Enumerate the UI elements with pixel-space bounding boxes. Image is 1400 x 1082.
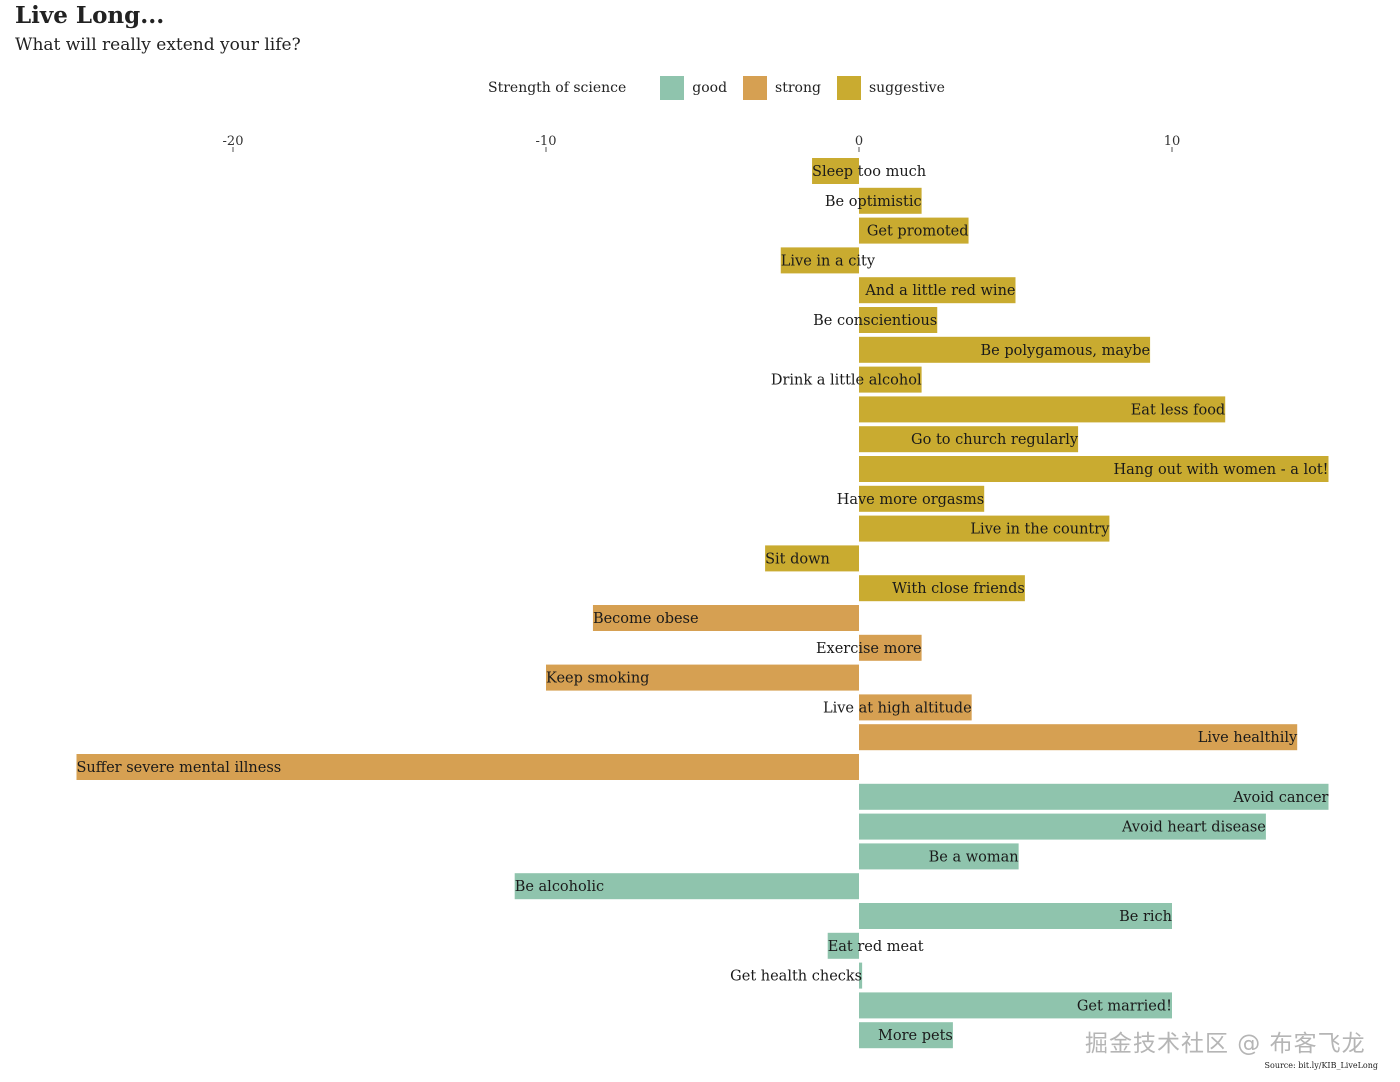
bar bbox=[780, 247, 859, 274]
legend-item-suggestive: suggestive bbox=[836, 76, 945, 100]
bar-label: Avoid cancer bbox=[1232, 790, 1328, 806]
bar-label: Live at high altitude bbox=[823, 700, 972, 716]
x-tick-label: 0 bbox=[855, 134, 863, 149]
legend-item-strong: strong bbox=[743, 76, 821, 100]
bar-label: Hang out with women - a lot! bbox=[1113, 462, 1328, 478]
bar bbox=[859, 724, 1298, 751]
bar bbox=[859, 426, 1079, 453]
bar-label: Become obese bbox=[593, 611, 699, 627]
bar-label: Exercise more bbox=[816, 641, 922, 657]
x-tick-label: 10 bbox=[1164, 134, 1181, 149]
x-tick-label: -10 bbox=[536, 134, 557, 149]
bar-label: Live in a city bbox=[781, 253, 876, 269]
bar bbox=[859, 962, 863, 989]
bar-label: Suffer severe mental illness bbox=[77, 760, 282, 776]
bar bbox=[859, 634, 922, 661]
bar-label: Be a woman bbox=[929, 849, 1019, 865]
bar bbox=[859, 307, 938, 333]
bar-label: And a little red wine bbox=[864, 283, 1015, 299]
bar-label: Get promoted bbox=[867, 224, 969, 240]
bar bbox=[859, 843, 1019, 870]
bar bbox=[859, 694, 972, 721]
bar-label: Get health checks bbox=[730, 969, 862, 985]
bar-label: Be optimistic bbox=[825, 194, 922, 210]
legend-item-good: good bbox=[660, 76, 727, 100]
bar bbox=[859, 783, 1329, 810]
chart-title: Live Long... bbox=[15, 2, 165, 29]
watermark-text: 掘金技术社区 @ 布客飞龙 bbox=[1085, 1031, 1366, 1057]
legend-label-suggestive: suggestive bbox=[868, 80, 945, 96]
bar-label: Sleep too much bbox=[812, 164, 926, 180]
bar bbox=[827, 932, 859, 959]
bar-label: Eat red meat bbox=[828, 939, 924, 955]
bar-label: Eat less food bbox=[1131, 402, 1225, 418]
legend-label-good: good bbox=[692, 80, 728, 96]
bar bbox=[859, 217, 969, 244]
bar-label: Sit down bbox=[765, 551, 830, 567]
legend-swatch-suggestive bbox=[836, 76, 861, 100]
bar bbox=[76, 754, 859, 780]
bar bbox=[859, 813, 1266, 840]
bar bbox=[859, 277, 1016, 304]
bar bbox=[812, 158, 859, 184]
bar bbox=[546, 664, 859, 691]
bar bbox=[592, 605, 859, 631]
bar-label: Avoid heart disease bbox=[1121, 820, 1266, 836]
bar-label: More pets bbox=[878, 1028, 953, 1044]
source-note: Source: bit.ly/KIB_LiveLong bbox=[1264, 1061, 1378, 1070]
bar-label: Live healthily bbox=[1198, 730, 1298, 746]
bar bbox=[514, 873, 859, 900]
bar bbox=[859, 485, 985, 512]
bar bbox=[859, 992, 1172, 1019]
bar bbox=[859, 456, 1329, 482]
bar-label: Live in the country bbox=[970, 522, 1110, 538]
bar bbox=[859, 903, 1172, 929]
bar bbox=[859, 1022, 953, 1049]
bar bbox=[859, 515, 1110, 542]
bar bbox=[765, 545, 859, 572]
bar-label: Be conscientious bbox=[813, 313, 937, 329]
bar-label: Drink a little alcohol bbox=[771, 373, 922, 389]
bar-label: Get married! bbox=[1077, 998, 1172, 1014]
bar bbox=[859, 575, 1025, 602]
bar-label: Keep smoking bbox=[546, 671, 649, 687]
legend-swatch-good bbox=[660, 76, 685, 100]
bar-label: With close friends bbox=[892, 581, 1025, 597]
legend-title: Strength of science bbox=[488, 80, 627, 96]
bar-label: Be alcoholic bbox=[515, 879, 604, 895]
legend-label-strong: strong bbox=[775, 80, 821, 96]
bar-label: Have more orgasms bbox=[837, 492, 985, 508]
x-tick-label: -20 bbox=[223, 134, 244, 149]
bar-label: Be rich bbox=[1119, 909, 1172, 925]
bar-label: Go to church regularly bbox=[911, 432, 1079, 448]
bar bbox=[859, 366, 922, 393]
bar bbox=[859, 336, 1151, 363]
legend: Strength of science good strong suggesti… bbox=[488, 75, 961, 101]
bar bbox=[859, 187, 922, 214]
bar bbox=[859, 396, 1226, 423]
bar-label: Be polygamous, maybe bbox=[981, 343, 1151, 359]
legend-swatch-strong bbox=[743, 76, 768, 100]
chart-subtitle: What will really extend your life? bbox=[15, 35, 301, 55]
